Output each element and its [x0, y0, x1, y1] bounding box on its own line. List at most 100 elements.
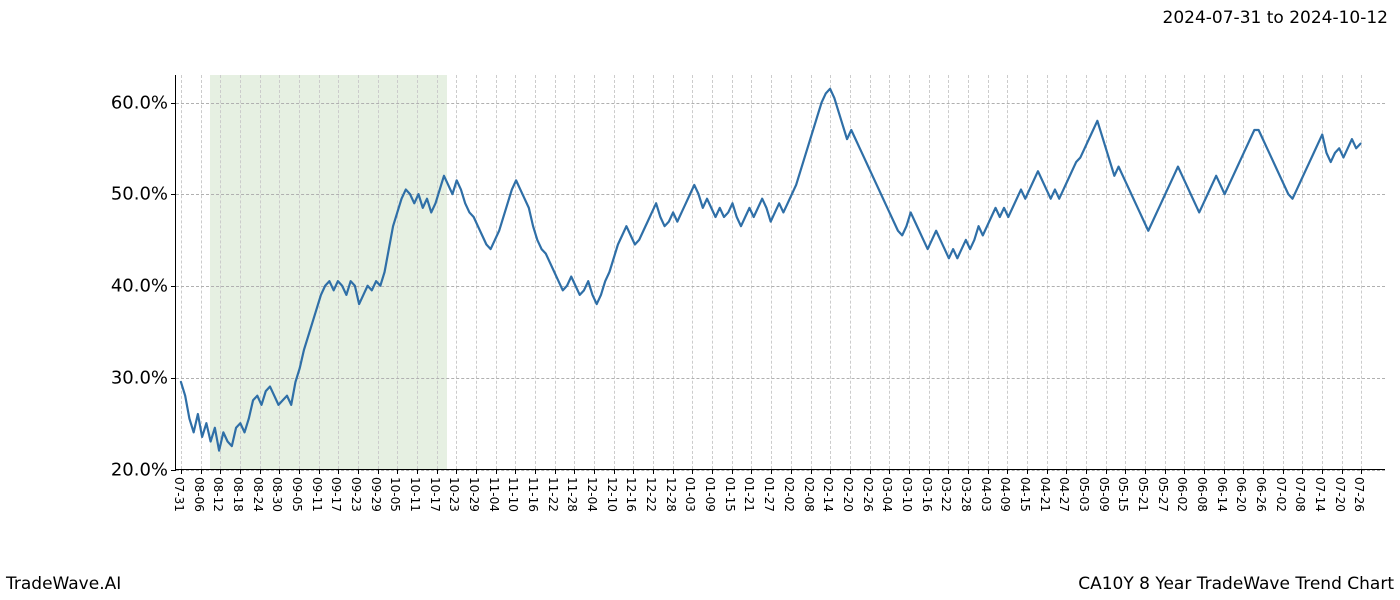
- xtick-mark: [496, 469, 497, 474]
- xtick-mark: [1086, 469, 1087, 474]
- xtick-label: 09-05: [290, 477, 304, 512]
- xtick-mark: [1027, 469, 1028, 474]
- xtick-label: 01-21: [742, 477, 756, 512]
- ytick-mark: [171, 378, 176, 379]
- xtick-mark: [673, 469, 674, 474]
- xtick-mark: [968, 469, 969, 474]
- xtick-mark: [299, 469, 300, 474]
- xtick-mark: [732, 469, 733, 474]
- xtick-mark: [1106, 469, 1107, 474]
- xtick-mark: [240, 469, 241, 474]
- xtick-label: 05-21: [1136, 477, 1150, 512]
- xtick-label: 06-02: [1175, 477, 1189, 512]
- xtick-mark: [1302, 469, 1303, 474]
- xtick-mark: [850, 469, 851, 474]
- xtick-mark: [338, 469, 339, 474]
- xtick-label: 08-24: [251, 477, 265, 512]
- xtick-label: 10-05: [388, 477, 402, 512]
- xtick-mark: [397, 469, 398, 474]
- xtick-mark: [535, 469, 536, 474]
- xtick-label: 09-29: [369, 477, 383, 512]
- xtick-label: 01-27: [762, 477, 776, 512]
- xtick-mark: [1361, 469, 1362, 474]
- xtick-mark: [437, 469, 438, 474]
- xtick-mark: [1322, 469, 1323, 474]
- xtick-mark: [751, 469, 752, 474]
- xtick-mark: [555, 469, 556, 474]
- xtick-label: 06-26: [1254, 477, 1268, 512]
- xtick-mark: [378, 469, 379, 474]
- xtick-mark: [220, 469, 221, 474]
- xtick-label: 04-03: [979, 477, 993, 512]
- xtick-mark: [1125, 469, 1126, 474]
- xtick-label: 11-28: [565, 477, 579, 512]
- xtick-label: 07-31: [172, 477, 186, 512]
- xtick-mark: [1263, 469, 1264, 474]
- xtick-label: 08-06: [192, 477, 206, 512]
- xtick-label: 01-03: [683, 477, 697, 512]
- xtick-mark: [771, 469, 772, 474]
- xtick-mark: [692, 469, 693, 474]
- xtick-mark: [909, 469, 910, 474]
- xtick-mark: [870, 469, 871, 474]
- xtick-label: 02-02: [782, 477, 796, 512]
- xtick-mark: [614, 469, 615, 474]
- xtick-label: 01-09: [703, 477, 717, 512]
- xtick-label: 06-20: [1234, 477, 1248, 512]
- xtick-label: 11-10: [506, 477, 520, 512]
- xtick-mark: [791, 469, 792, 474]
- xtick-mark: [1066, 469, 1067, 474]
- date-range-label: 2024-07-31 to 2024-10-12: [1163, 8, 1388, 28]
- xtick-label: 12-28: [664, 477, 678, 512]
- ytick-label: 40.0%: [88, 276, 168, 297]
- xtick-mark: [988, 469, 989, 474]
- brand-label: TradeWave.AI: [6, 574, 121, 594]
- xtick-mark: [1007, 469, 1008, 474]
- xtick-label: 07-14: [1313, 477, 1327, 512]
- ytick-mark: [171, 194, 176, 195]
- xtick-mark: [653, 469, 654, 474]
- xtick-label: 02-08: [802, 477, 816, 512]
- xtick-label: 08-18: [231, 477, 245, 512]
- xtick-mark: [1165, 469, 1166, 474]
- xtick-label: 10-23: [447, 477, 461, 512]
- xtick-mark: [1184, 469, 1185, 474]
- xtick-label: 04-09: [998, 477, 1012, 512]
- xtick-mark: [594, 469, 595, 474]
- ytick-mark: [171, 103, 176, 104]
- xtick-mark: [1342, 469, 1343, 474]
- xtick-label: 12-04: [585, 477, 599, 512]
- xtick-label: 07-26: [1352, 477, 1366, 512]
- xtick-mark: [1145, 469, 1146, 474]
- xtick-mark: [830, 469, 831, 474]
- xtick-mark: [633, 469, 634, 474]
- xtick-label: 06-14: [1215, 477, 1229, 512]
- xtick-mark: [1204, 469, 1205, 474]
- xtick-label: 02-20: [841, 477, 855, 512]
- series-line: [181, 89, 1361, 451]
- xtick-label: 06-08: [1195, 477, 1209, 512]
- xtick-label: 11-22: [546, 477, 560, 512]
- xtick-label: 08-12: [211, 477, 225, 512]
- ytick-mark: [171, 286, 176, 287]
- ytick-mark: [171, 470, 176, 471]
- xtick-label: 04-15: [1018, 477, 1032, 512]
- xtick-mark: [201, 469, 202, 474]
- xtick-mark: [712, 469, 713, 474]
- xtick-mark: [260, 469, 261, 474]
- xtick-label: 12-16: [624, 477, 638, 512]
- xtick-label: 05-15: [1116, 477, 1130, 512]
- xtick-mark: [1224, 469, 1225, 474]
- trend-chart: 20.0%30.0%40.0%50.0%60.0% 07-3108-0608-1…: [0, 40, 1400, 560]
- xtick-label: 03-16: [920, 477, 934, 512]
- ytick-label: 20.0%: [88, 460, 168, 481]
- xtick-label: 04-21: [1038, 477, 1052, 512]
- xtick-label: 11-16: [526, 477, 540, 512]
- line-layer: [176, 75, 1385, 469]
- xtick-label: 07-02: [1274, 477, 1288, 512]
- xtick-label: 05-03: [1077, 477, 1091, 512]
- xtick-label: 10-11: [408, 477, 422, 512]
- ytick-label: 60.0%: [88, 92, 168, 113]
- xtick-mark: [358, 469, 359, 474]
- xtick-mark: [1047, 469, 1048, 474]
